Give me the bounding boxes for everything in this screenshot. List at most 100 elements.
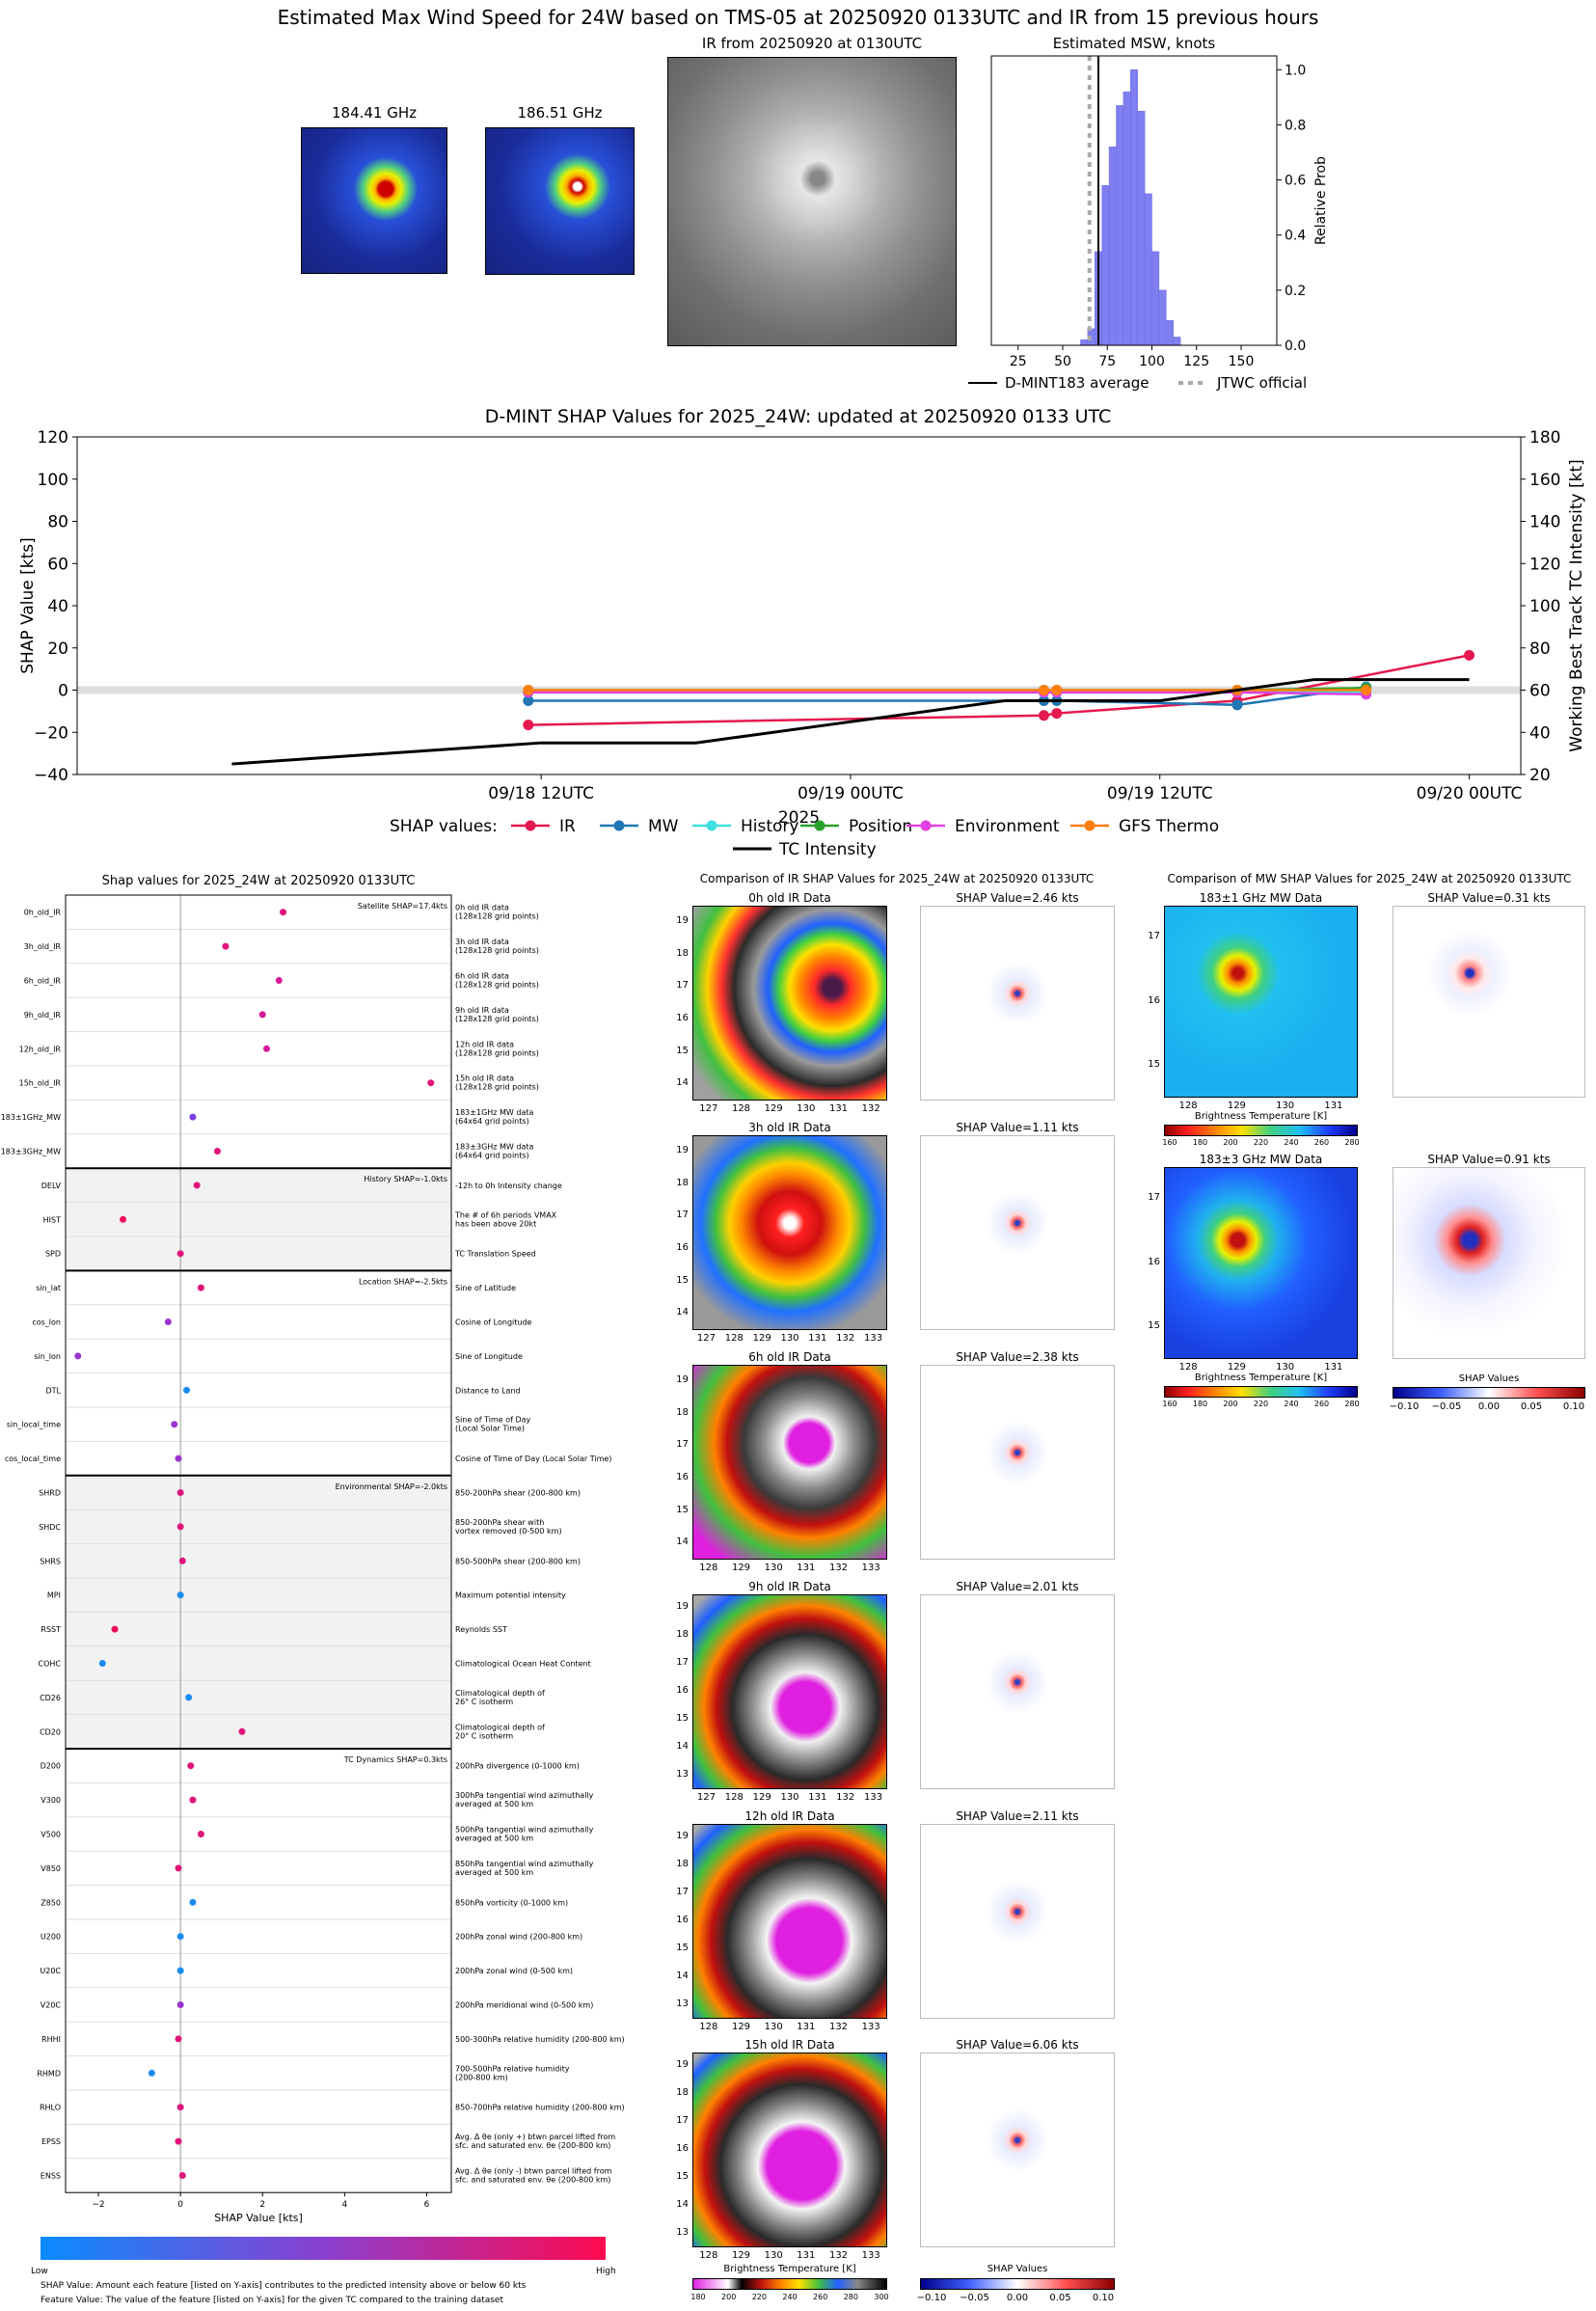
series-point: [523, 694, 534, 706]
series-tc-intensity-line: [231, 678, 1470, 766]
feature-description: 200hPa divergence (0-1000 km): [455, 1762, 580, 1771]
x-tick-label: 129: [731, 2022, 751, 2032]
feature-description: 850-500hPa shear (200-800 km): [455, 1557, 581, 1565]
legend-swatch-marker: [613, 820, 625, 831]
feature-name: sin_local_time: [7, 1421, 61, 1429]
feature-description: has been above 20kt: [455, 1219, 536, 1228]
y-tick-label: 16: [676, 1915, 689, 1925]
section-label: Satellite SHAP=17.4kts: [358, 902, 447, 911]
feature-name: 3h_old_IR: [24, 942, 62, 951]
x-tick-label: 129: [764, 1103, 783, 1114]
feature-description: 700-500hPa relative humidity: [455, 2064, 570, 2073]
series-point: [1038, 710, 1049, 721]
feature-description: -12h to 0h Intensity change: [455, 1182, 562, 1190]
mw-shap-colorbar-tick: −0.05: [1431, 1401, 1462, 1412]
feat-xtick-label: 0: [177, 2200, 183, 2210]
shap-point: [185, 1694, 193, 1701]
feature-name: SHRD: [39, 1489, 61, 1498]
histogram-bar-0: [1080, 340, 1089, 346]
series-point: [1051, 708, 1063, 720]
y-tick-label: 16: [676, 1471, 689, 1482]
shap-point: [148, 2069, 155, 2077]
y-tick-label: 15: [676, 1504, 689, 1515]
y-tick-label: 18: [676, 1859, 689, 1870]
shap-point: [183, 1386, 191, 1394]
feature-name: RHHI: [41, 2035, 61, 2044]
x-tick-label: 131: [797, 1563, 816, 1573]
mw-compare-title: Comparison of MW SHAP Values for 2025_24…: [1167, 872, 1572, 885]
ts-ytick-left-label: 120: [38, 428, 68, 448]
mw2-image: [485, 127, 635, 275]
series-point: [523, 720, 534, 731]
mw-colorbar: [1164, 1386, 1358, 1398]
ts-ytick-left-label: 80: [47, 513, 68, 532]
x-tick-label: 131: [1324, 1101, 1343, 1111]
feature-description: 200hPa meridional wind (0-500 km): [455, 2001, 593, 2010]
timeseries-frame: [76, 436, 1522, 775]
ir-colorbar-tick: 180: [690, 2293, 706, 2301]
shap-point: [222, 942, 230, 950]
feature-frame: [65, 894, 452, 2193]
feature-description: (128x128 grid points): [455, 946, 539, 955]
x-tick-label: 129: [752, 1333, 771, 1344]
y-tick-label: 19: [676, 914, 689, 926]
mw2-label: 186.51 GHz: [517, 104, 603, 122]
x-tick-label: 129: [731, 2250, 751, 2261]
y-tick-label: 15: [676, 1942, 689, 1953]
feature-description: Maximum potential intensity: [455, 1591, 566, 1600]
x-tick-label: 130: [764, 1563, 783, 1573]
ir-data-image: [692, 906, 887, 1101]
feature-description: 15h old IR data: [455, 1074, 514, 1083]
ts-xtick-label: 09/19 00UTC: [798, 784, 904, 803]
shap-point: [189, 1113, 197, 1121]
x-tick-label: 128: [699, 2250, 718, 2261]
mw-colorbar: [1164, 1125, 1358, 1136]
mw-colorbar-tick: 160: [1162, 1400, 1177, 1408]
shap-point: [176, 1489, 184, 1496]
shap-point: [120, 1215, 127, 1223]
feature-description: Sine of Latitude: [455, 1284, 516, 1292]
shap-point: [178, 1557, 186, 1564]
colorbar-low-label: Low: [31, 2267, 48, 2276]
ir-shap-image: [920, 906, 1115, 1101]
x-tick-label: 133: [864, 1333, 883, 1344]
section-label: History SHAP=-1.0kts: [364, 1175, 447, 1183]
shap-timeseries: 120 100 80 60 40 20 0 −20 −40 180 160 140 120 100 80 60…: [18, 428, 1586, 859]
y-tick-label: 15: [1148, 1319, 1160, 1331]
x-tick-label: 131: [808, 1333, 827, 1344]
shap-point: [176, 1591, 184, 1599]
feature-description: (128x128 grid points): [455, 981, 539, 990]
x-tick-label: 129: [1227, 1101, 1246, 1111]
ir-shap-colorbar-label: SHAP Values: [987, 2264, 1048, 2274]
histogram-bar-12: [1166, 320, 1174, 346]
ir-shap-title: SHAP Value=2.01 kts: [956, 1580, 1079, 1593]
feature-description: Climatological depth of: [455, 1723, 545, 1731]
y-tick-label: 19: [676, 2059, 689, 2071]
histogram-bar-3: [1101, 185, 1110, 346]
feature-description: 26° C isotherm: [455, 1698, 513, 1706]
ts-ytick-right-label: 60: [1529, 682, 1551, 701]
mw-colorbar-tick: 240: [1284, 1400, 1299, 1408]
feature-description: 850hPa vorticity (0-1000 km): [455, 1898, 568, 1907]
legend-swatch-marker: [814, 820, 825, 831]
feature-description: (Local Solar Time): [455, 1425, 525, 1433]
x-tick-label: 130: [764, 2250, 783, 2261]
y-tick-label: 17: [676, 1657, 689, 1669]
ir-shap-colorbar-tick: −0.05: [960, 2293, 989, 2303]
x-tick-label: 131: [1324, 1362, 1343, 1373]
x-tick-label: 127: [696, 1333, 716, 1344]
feature-description: (128x128 grid points): [455, 912, 539, 921]
feature-description: 500hPa tangential wind azimuthally: [455, 1826, 594, 1835]
ts-ytick-right-label: 160: [1529, 471, 1560, 490]
histogram-bar-6: [1123, 91, 1131, 346]
feature-name: SPD: [45, 1250, 61, 1259]
feature-description: 500-300hPa relative humidity (200-800 km…: [455, 2035, 625, 2044]
y-tick-label: 15: [676, 1045, 689, 1056]
feature-description: 850-200hPa shear (200-800 km): [455, 1489, 581, 1498]
ir-image: [667, 57, 957, 346]
feature-description: 9h old IR data: [455, 1006, 509, 1015]
feature-description: 300hPa tangential wind azimuthally: [455, 1791, 594, 1800]
y-tick-label: 16: [1148, 1256, 1160, 1267]
feature-description: Climatological depth of: [455, 1689, 545, 1698]
